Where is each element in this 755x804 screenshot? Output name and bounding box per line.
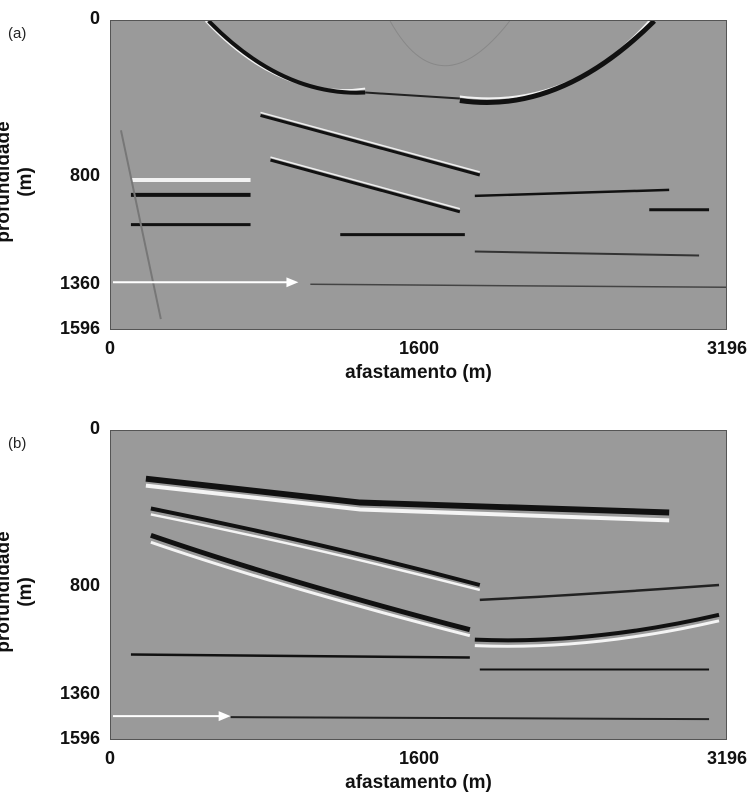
reflector	[474, 612, 720, 643]
y-tick-label: 800	[69, 575, 100, 595]
reflector	[474, 188, 670, 198]
reflector	[150, 532, 471, 633]
y-axis-label: profundidade (m)	[0, 121, 36, 243]
reflector	[145, 483, 670, 523]
panel-label: (a)	[8, 25, 27, 42]
reflector	[119, 130, 162, 320]
arrow-head-b	[218, 711, 231, 722]
reflector	[150, 506, 481, 587]
reflector	[479, 583, 720, 602]
reflector	[270, 158, 461, 214]
migrated-section-a	[111, 21, 726, 329]
x-tick-label: 3196	[706, 338, 748, 358]
x-axis-label: afastamento (m)	[345, 772, 492, 793]
y-tick-label: 1596	[59, 728, 100, 748]
panel-a: (a) profundidade (m) 0 800 1360 1596	[0, 0, 755, 390]
panel-label: (b)	[8, 435, 27, 452]
reflector	[365, 91, 460, 100]
x-tick-label: 0	[104, 338, 116, 358]
reflector	[150, 540, 471, 638]
y-tick-label: 0	[89, 418, 100, 438]
x-tick-label: 1600	[398, 748, 440, 768]
reflector	[310, 283, 726, 289]
y-tick-label: 1596	[59, 318, 100, 338]
seismic-image-a	[110, 20, 727, 330]
y-tick-label: 0	[89, 8, 100, 28]
x-tick-label: 0	[104, 748, 116, 768]
seismic-image-b	[110, 430, 727, 740]
reflector	[230, 716, 710, 721]
x-tick-label: 3196	[706, 748, 748, 768]
y-axis-label: profundidade (m)	[0, 531, 36, 653]
reflector	[130, 653, 470, 659]
reflector	[474, 619, 720, 648]
image-background	[111, 431, 726, 739]
reflector	[150, 513, 481, 592]
reflector	[260, 113, 481, 177]
x-axis-label: afastamento (m)	[345, 362, 492, 383]
x-tick-label: 1600	[398, 338, 440, 358]
panel-b: (b) profundidade (m) 0 800 1360 1596	[0, 410, 755, 800]
reflector	[207, 21, 366, 95]
reflector	[389, 21, 511, 67]
migrated-section-b	[111, 431, 726, 739]
y-tick-label: 1360	[59, 273, 100, 293]
reflector	[474, 250, 700, 257]
reflector	[145, 475, 670, 516]
arrow-head-a	[286, 277, 299, 288]
reflector	[270, 156, 461, 210]
image-background	[111, 21, 726, 329]
y-tick-label: 1360	[59, 683, 100, 703]
reflector	[459, 21, 656, 105]
reflector	[260, 111, 480, 173]
y-tick-label: 800	[69, 165, 100, 185]
